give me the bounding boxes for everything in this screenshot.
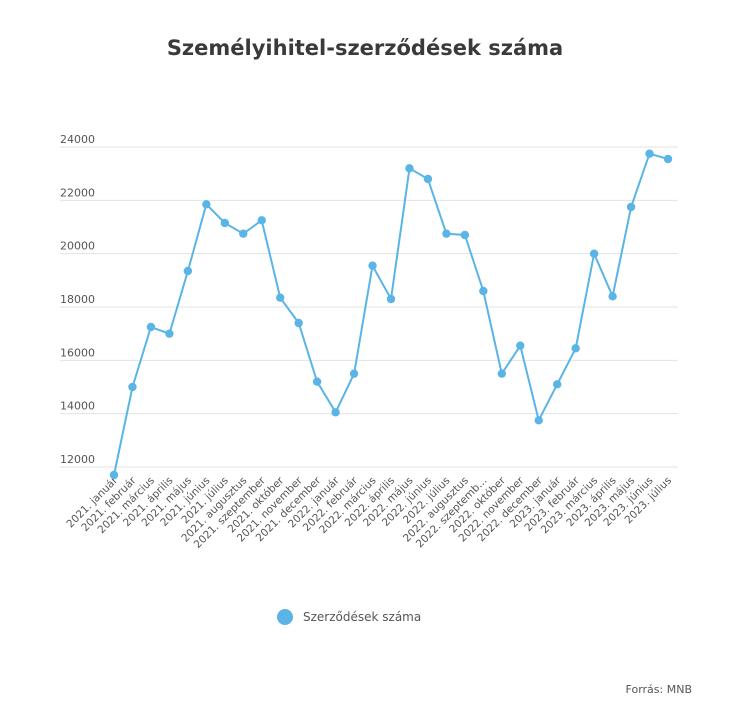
chart-title: Személyihitel-szerződések száma	[166, 36, 564, 60]
legend-marker	[277, 609, 293, 625]
series-points	[109, 149, 673, 480]
data-point	[460, 230, 470, 240]
legend-label: Szerződések száma	[303, 610, 422, 624]
data-point	[239, 229, 248, 238]
data-point	[589, 249, 599, 258]
gridlines	[60, 146, 678, 468]
data-point	[294, 318, 303, 328]
data-point	[534, 416, 543, 425]
y-tick-label: 20000	[60, 240, 95, 253]
data-point	[368, 261, 377, 270]
data-point	[516, 341, 525, 350]
data-point	[626, 202, 636, 212]
y-tick-label: 18000	[60, 293, 95, 306]
data-point	[202, 200, 211, 209]
y-axis-ticks: 12000 14000 16000 18000 20000 22000 24000	[60, 133, 95, 466]
data-point	[128, 382, 137, 392]
y-tick-label: 16000	[60, 346, 95, 359]
data-point	[423, 174, 433, 184]
data-point	[183, 266, 193, 276]
data-point	[312, 377, 322, 386]
data-point	[442, 229, 451, 238]
series-line-path	[113, 152, 669, 476]
series-line	[113, 152, 669, 476]
data-point	[349, 369, 359, 378]
data-point	[146, 322, 156, 332]
data-point	[386, 294, 396, 304]
data-point	[663, 154, 673, 164]
y-tick-label: 12000	[60, 453, 95, 466]
data-point	[276, 293, 285, 302]
y-tick-label: 24000	[60, 133, 95, 146]
data-point	[220, 218, 229, 228]
y-tick-label: 22000	[60, 186, 95, 199]
data-point	[553, 380, 562, 389]
data-point	[331, 408, 340, 417]
data-point	[645, 149, 654, 158]
data-point	[479, 286, 488, 296]
data-point	[165, 329, 174, 338]
data-point	[497, 369, 506, 378]
legend: Szerződések száma	[277, 609, 421, 625]
data-point	[109, 470, 119, 480]
data-point	[608, 292, 617, 301]
data-point	[257, 216, 266, 225]
y-tick-label: 14000	[60, 400, 95, 413]
data-point	[405, 164, 414, 173]
source-note: Forrás: MNB	[625, 683, 692, 696]
data-point	[571, 344, 580, 353]
